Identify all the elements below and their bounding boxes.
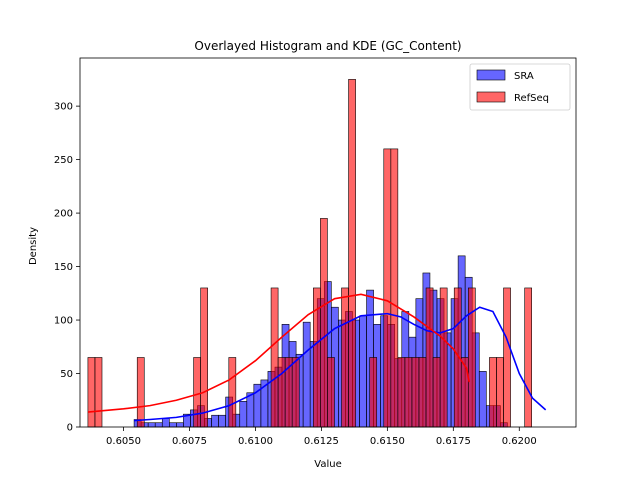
sra-bar (169, 422, 177, 428)
sra-bar (239, 401, 248, 428)
refseq-bar (524, 287, 532, 428)
x-tick-label: 0.6150 (370, 436, 405, 447)
legend-swatch-sra (476, 69, 506, 81)
sra-bar (161, 418, 170, 428)
x-tick-label: 0.6200 (502, 436, 537, 447)
y-tick-label: 50 (60, 369, 73, 380)
refseq-bar (320, 218, 328, 428)
chart-title: Overlayed Histogram and KDE (GC_Content) (194, 39, 461, 53)
axes-frame (79, 57, 577, 428)
refseq-bar (439, 287, 448, 428)
sra-bar (246, 392, 255, 428)
sra-kde-line (134, 306, 547, 422)
refseq-bar (503, 287, 511, 428)
x-tick-label: 0.6125 (304, 436, 339, 447)
sra-bar (302, 321, 311, 428)
refseq-bar (87, 357, 96, 428)
refseq-bar (277, 357, 286, 428)
x-tick-label: 0.6175 (436, 436, 471, 447)
y-tick-label: 200 (54, 209, 73, 220)
refseq-kde-line (87, 293, 470, 413)
sra-bar (218, 414, 226, 428)
y-tick-label: 150 (54, 262, 73, 273)
y-tick-label: 300 (54, 102, 73, 113)
refseq-bar (291, 357, 300, 428)
refseq-bar (341, 287, 349, 428)
refseq-bar (200, 287, 208, 428)
plot-area: 0.6050 0.6075 0.6100 0.6125 0.6150 0.6175 0.62… (54, 57, 577, 447)
sra-bar (478, 371, 487, 428)
refseq-bar (411, 357, 420, 428)
x-tick-label: 0.6050 (106, 436, 141, 447)
refseq-bar (418, 357, 427, 428)
legend-label-sra: SRA (514, 71, 534, 82)
y-tick-label: 0 (67, 423, 73, 434)
sra-bar (211, 414, 219, 428)
refseq-bar (425, 287, 434, 428)
legend-label-refseq: RefSeq (514, 93, 549, 104)
y-tick-label: 250 (54, 155, 73, 166)
x-tick-label: 0.6100 (238, 436, 273, 447)
refseq-bar (270, 287, 279, 428)
refseq-bar (369, 357, 378, 428)
refseq-bar (327, 357, 335, 428)
y-axis-title: Density (28, 227, 39, 265)
refseq-bar (136, 357, 145, 428)
refseq-bar (489, 357, 497, 428)
refseq-bar (467, 287, 476, 428)
refseq-bar (348, 79, 356, 428)
sra-bar (147, 422, 156, 428)
refseq-bar (404, 357, 413, 428)
sra-bar (154, 422, 163, 428)
refseq-bar (94, 357, 103, 428)
refseq-bar (390, 148, 399, 428)
sra-bar (359, 315, 367, 428)
refseq-bar (496, 357, 504, 428)
y-tick-label: 100 (54, 316, 73, 327)
x-tick-label: 0.6075 (172, 436, 207, 447)
legend: SRA RefSeq (469, 63, 571, 111)
refseq-bar (383, 148, 392, 428)
refseq-bar (193, 357, 201, 428)
refseq-bar (397, 357, 406, 428)
refseq-bar (453, 287, 462, 428)
refseq-bar (432, 357, 441, 428)
x-axis-title: Value (314, 459, 341, 470)
refseq-bar (228, 357, 237, 428)
legend-swatch-refseq (476, 91, 506, 103)
sra-bar (176, 422, 184, 428)
